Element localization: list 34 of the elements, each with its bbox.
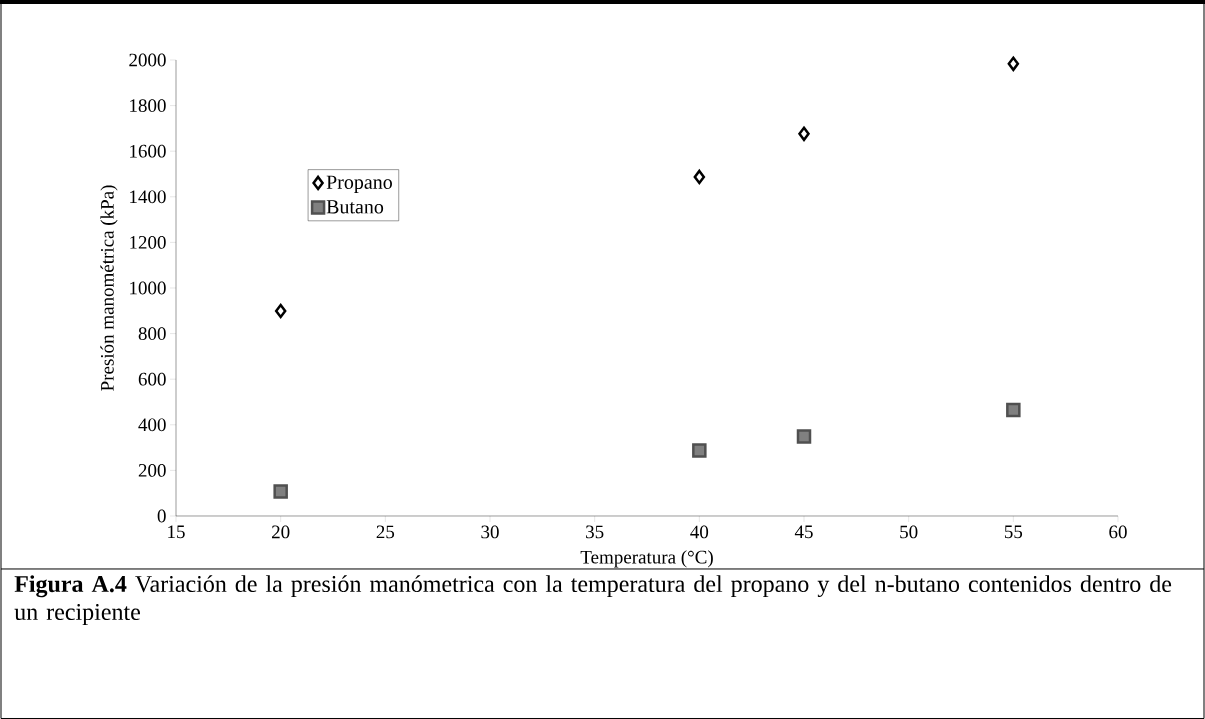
point [692,443,707,458]
x-tick-label: 20 [272,525,290,539]
y-tick-label: 600 [138,372,166,386]
y-tick-label: 1600 [130,144,166,158]
point [1006,402,1021,418]
x-tick-label: 50 [900,525,918,539]
y-tick-label: 1800 [130,99,166,112]
y-tick-label: 1400 [130,190,166,204]
point [274,303,287,319]
legend-label: Butano [326,200,384,214]
x-tick-label: 40 [690,525,709,539]
point [273,484,288,499]
x-axis-title: Temperatura (°C) [580,550,713,568]
y-tick-label: 2000 [129,53,166,67]
point [693,169,706,185]
x-tick-label: 45 [794,525,813,539]
y-tick-label: 0 [157,509,166,523]
y-tick-label: 1200 [130,235,166,249]
y-tick-label: 400 [138,418,166,432]
x-tick-label: 60 [1109,525,1127,539]
y-tick-label: 200 [138,463,166,477]
legend-label: Propano [326,175,392,193]
point [798,126,810,142]
x-tick-label: 30 [481,525,499,539]
point [1007,56,1020,72]
y-tick-label: 1000 [130,281,166,295]
y-tick-label: 800 [138,327,166,340]
point [796,429,812,444]
x-tick-label: 15 [168,525,185,539]
text: Figura A.4 Variación de la presión manómetrica con la temperatura del propano y del n-butano contenidos dentro de un recipiente [14,575,1172,625]
y-axis-title: Presión manométrica (kPa) [100,185,118,391]
x-tick-label: 35 [586,525,604,539]
x-tick-label: 55 [1004,525,1023,539]
x-tick-label: 25 [376,525,395,539]
